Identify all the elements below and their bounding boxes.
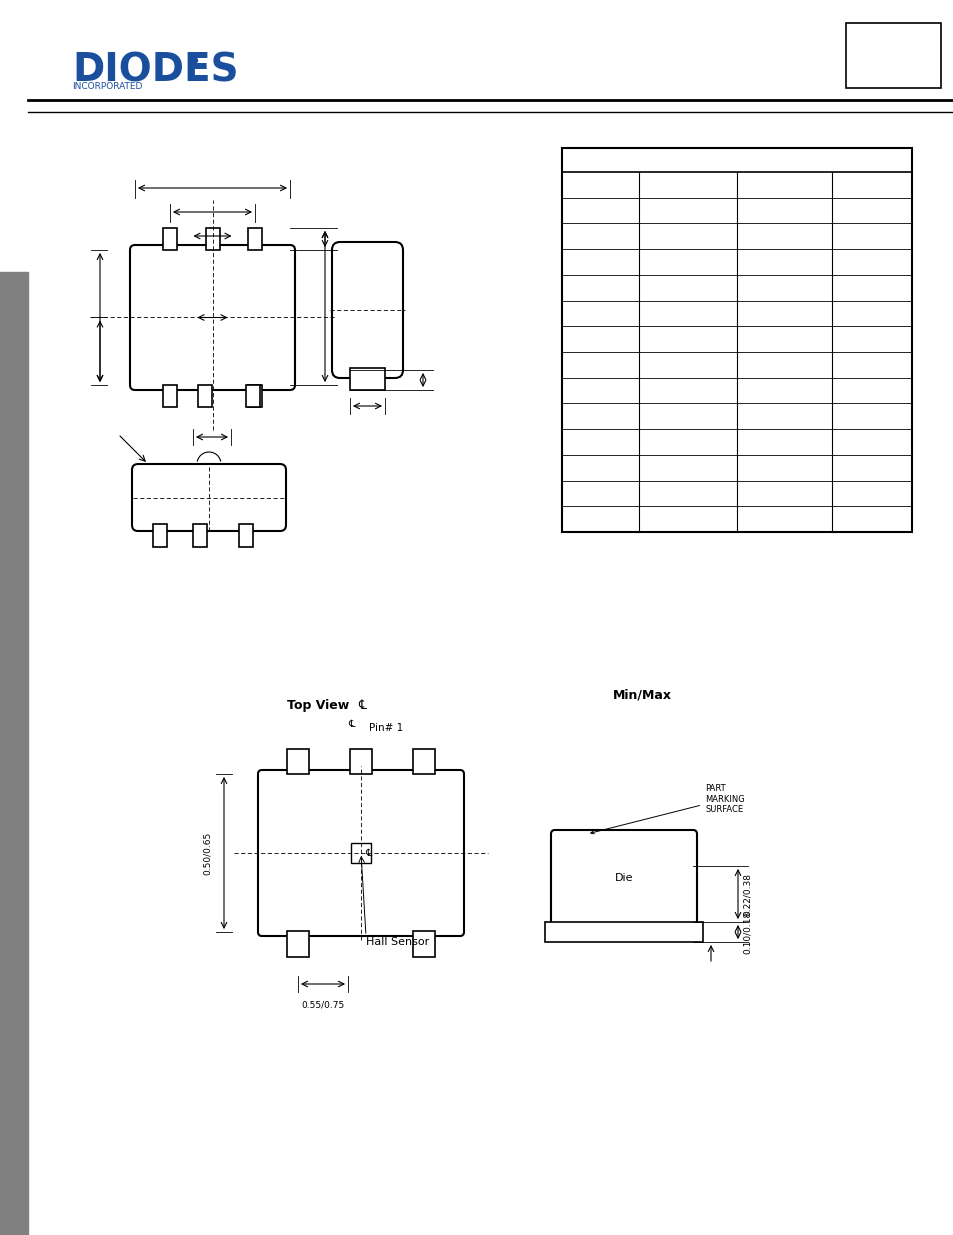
Bar [248,228,262,249]
FancyBboxPatch shape [257,769,463,936]
Text: 0.22/0.38: 0.22/0.38 [742,872,751,915]
FancyBboxPatch shape [551,830,697,926]
Bar [350,748,372,774]
FancyBboxPatch shape [130,245,294,390]
Text: 0.50/0.65: 0.50/0.65 [203,831,212,874]
Bar [413,931,435,957]
Text: 0.55/0.75: 0.55/0.75 [301,1000,344,1009]
Text: Top View: Top View [287,699,349,713]
Bar [248,385,262,408]
Text: Min/Max: Min/Max [612,689,671,701]
Bar [0,272,28,1235]
Bar [287,931,309,957]
Text: DIODES: DIODES [71,52,238,90]
Bar [845,23,940,88]
Bar [163,228,177,249]
Bar [413,748,435,774]
Bar [246,385,260,408]
Text: ℄: ℄ [365,848,371,858]
Bar [544,923,702,942]
Bar [152,524,167,547]
Text: INCORPORATED: INCORPORATED [71,82,142,91]
Text: PART
MARKING
SURFACE: PART MARKING SURFACE [590,784,744,834]
Text: ℄: ℄ [348,719,355,729]
Bar [205,228,219,249]
Text: Die: Die [614,873,633,883]
Bar [163,385,177,408]
Bar [561,148,911,532]
Text: 0.10/0.18: 0.10/0.18 [742,910,751,953]
Bar [287,748,309,774]
Bar [351,844,371,863]
Bar [350,368,385,390]
Text: Hall Sensor: Hall Sensor [366,937,429,947]
FancyBboxPatch shape [332,242,402,378]
Bar [239,524,253,547]
FancyBboxPatch shape [132,464,286,531]
Text: ℄: ℄ [357,699,366,713]
Bar [197,385,212,408]
Text: Pin# 1: Pin# 1 [369,722,403,734]
Bar [193,524,207,547]
